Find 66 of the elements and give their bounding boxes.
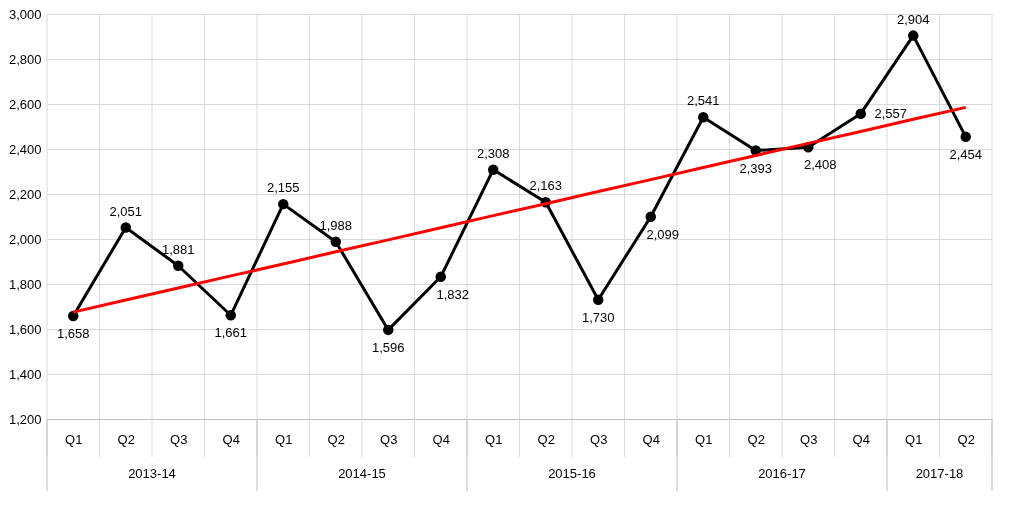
point <box>488 164 499 175</box>
data-label: 2,541 <box>686 93 720 109</box>
data-label: 2,408 <box>803 157 837 173</box>
y-tick-label: 3,000 <box>8 6 42 22</box>
x-tick-label: Q2 <box>957 431 975 447</box>
y-tick-label: 2,400 <box>8 141 42 157</box>
x-tick-label: Q3 <box>380 431 398 447</box>
data-label: 2,308 <box>476 145 510 161</box>
x-tick-label: Q3 <box>170 431 188 447</box>
y-tick-label: 2,600 <box>8 96 42 112</box>
data-label: 2,454 <box>949 146 983 162</box>
data-label: 1,596 <box>371 339 405 355</box>
point <box>593 294 604 305</box>
point <box>120 222 131 233</box>
y-tick-label: 1,800 <box>8 276 42 292</box>
x-tick-label: Q4 <box>222 431 240 447</box>
x-tick-label: Q4 <box>642 431 660 447</box>
data-label: 2,393 <box>739 160 773 176</box>
x-tick-label: Q2 <box>327 431 345 447</box>
data-label: 1,988 <box>319 217 353 233</box>
data-label: 2,051 <box>109 203 143 219</box>
point <box>278 198 289 210</box>
point <box>173 260 184 272</box>
x-tick-label: Q2 <box>747 431 765 447</box>
point <box>435 271 446 283</box>
data-label: 1,730 <box>581 309 615 325</box>
y-tick-label: 1,600 <box>8 321 42 337</box>
data-label: 1,661 <box>214 325 248 341</box>
data-label: 2,163 <box>529 178 563 194</box>
data-label: 2,155 <box>266 180 300 196</box>
data-label: 1,881 <box>161 241 195 257</box>
x-tick-label: Q1 <box>485 431 503 447</box>
text: 2016-17 <box>758 466 806 481</box>
x-tick-label: Q3 <box>590 431 608 447</box>
x-tick-label: Q1 <box>695 431 713 447</box>
point <box>960 131 971 143</box>
data-label: 2,904 <box>896 11 930 27</box>
x-tick-label: Q3 <box>800 431 818 447</box>
data-label: 2,099 <box>646 226 680 242</box>
y-tick-label: 1,400 <box>8 366 42 382</box>
data-label: 1,832 <box>436 286 470 302</box>
point <box>330 236 341 247</box>
text: 2017-18 <box>915 466 964 481</box>
text: 2015-16 <box>548 466 596 481</box>
point <box>383 324 394 336</box>
text: 2014-15 <box>338 466 386 481</box>
y-tick-label: 2,800 <box>8 51 42 67</box>
point <box>225 310 236 321</box>
x-tick-label: Q1 <box>65 431 83 447</box>
point <box>645 211 656 222</box>
point <box>698 112 709 123</box>
y-tick-label: 2,000 <box>8 231 42 247</box>
data-label: 1,658 <box>56 325 90 341</box>
x-tick-label: Q1 <box>905 431 923 447</box>
x-tick-label: Q2 <box>537 431 555 447</box>
point <box>68 310 79 322</box>
data-label: 2,557 <box>874 105 908 121</box>
text: 2013-14 <box>128 466 176 481</box>
x-tick-label: Q4 <box>432 431 450 447</box>
x-tick-label: Q4 <box>852 431 870 447</box>
point <box>855 108 866 119</box>
y-tick-label: 2,200 <box>8 186 42 202</box>
point <box>908 30 919 41</box>
y-tick-label: 1,200 <box>8 411 42 427</box>
x-tick-label: Q1 <box>275 431 293 447</box>
x-tick-label: Q2 <box>117 431 135 447</box>
